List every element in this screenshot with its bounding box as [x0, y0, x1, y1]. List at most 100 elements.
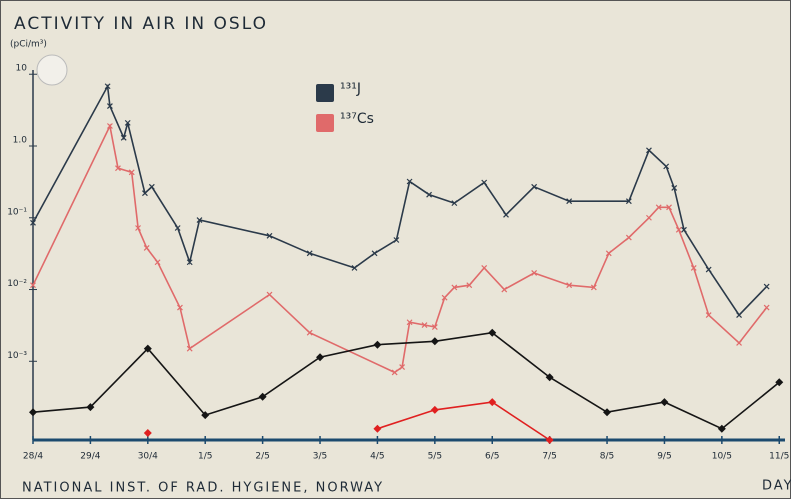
- point: [481, 179, 488, 186]
- point: [186, 345, 193, 352]
- point: [663, 163, 670, 170]
- point: [142, 190, 148, 197]
- footer: NATIONAL INST. OF RAD. HYGIENE, NORWAY: [22, 481, 384, 496]
- point: [603, 408, 612, 417]
- x-tick-label: 6/5: [485, 452, 499, 462]
- point: [466, 282, 473, 289]
- x-tick-label: 11/5: [769, 452, 789, 462]
- y-tick-label: 10: [16, 64, 28, 74]
- point: [625, 198, 632, 205]
- point: [646, 214, 652, 221]
- point: [625, 234, 632, 241]
- point: [124, 119, 131, 126]
- point: [545, 436, 554, 444]
- x-tick-label: 10/5: [712, 452, 732, 462]
- point: [154, 259, 161, 266]
- point: [736, 340, 743, 346]
- point: [660, 398, 669, 407]
- point: [431, 324, 438, 330]
- y-axis-label: (pCi/m³): [10, 40, 47, 50]
- point: [705, 266, 712, 273]
- point: [406, 178, 413, 185]
- point: [128, 169, 135, 176]
- y-tick-label: 10⁻³: [7, 351, 27, 361]
- point: [106, 123, 113, 129]
- point: [421, 322, 428, 328]
- point: [675, 226, 682, 233]
- point: [373, 424, 382, 433]
- point: [306, 250, 313, 257]
- point: [115, 165, 121, 172]
- chart-title: ACTIVITY IN AIR IN OSLO: [14, 14, 268, 34]
- legend-swatch: [316, 84, 334, 102]
- point: [488, 398, 497, 407]
- point: [86, 403, 95, 412]
- point: [351, 264, 358, 271]
- point: [531, 270, 538, 276]
- point: [391, 369, 398, 376]
- point: [605, 250, 612, 257]
- point: [481, 264, 488, 271]
- series-line: [32, 331, 780, 430]
- point: [566, 282, 573, 289]
- point: [174, 225, 181, 231]
- series-line: [377, 401, 551, 441]
- point: [135, 225, 141, 231]
- point: [501, 286, 508, 293]
- point: [196, 217, 203, 223]
- point: [451, 200, 458, 207]
- point: [545, 373, 554, 382]
- point: [143, 244, 150, 251]
- point: [371, 250, 378, 257]
- point: [29, 408, 37, 417]
- point: [430, 337, 439, 346]
- point: [120, 134, 127, 141]
- x-tick-label: 7/5: [542, 452, 556, 462]
- point: [106, 103, 113, 110]
- point: [566, 198, 573, 205]
- series-line: [32, 83, 768, 317]
- point: [488, 328, 497, 337]
- x-tick-label: 3/5: [313, 452, 327, 462]
- x-tick-label: 4/5: [370, 452, 384, 462]
- point: [666, 204, 672, 211]
- x-tick-label: 1/5: [198, 452, 212, 462]
- point: [451, 284, 458, 291]
- point: [717, 424, 726, 433]
- point: [177, 304, 183, 311]
- point: [30, 282, 36, 289]
- point: [590, 284, 597, 291]
- point: [104, 83, 111, 90]
- point: [143, 344, 152, 353]
- legend-label: ¹³⁷Cs: [340, 111, 374, 127]
- point: [681, 226, 687, 233]
- point: [266, 232, 273, 239]
- point: [690, 264, 697, 271]
- point: [441, 294, 448, 301]
- point: [201, 411, 210, 420]
- point: [763, 304, 770, 311]
- point: [316, 353, 325, 362]
- point: [736, 312, 743, 319]
- point: [406, 319, 413, 326]
- point: [763, 283, 770, 290]
- point: [430, 405, 439, 414]
- point: [143, 429, 152, 438]
- legend-swatch: [316, 114, 334, 132]
- point: [186, 259, 193, 266]
- point: [646, 147, 652, 154]
- y-tick-label: 1.0: [13, 136, 28, 146]
- point: [531, 183, 538, 190]
- point: [148, 183, 155, 190]
- x-tick-label: 8/5: [600, 452, 614, 462]
- point: [266, 291, 273, 298]
- point: [399, 364, 406, 371]
- y-tick-label: 10⁻¹: [7, 207, 27, 217]
- pin-hole: [36, 54, 68, 86]
- point: [503, 211, 509, 218]
- point: [393, 237, 400, 243]
- point: [671, 185, 678, 191]
- x-axis-label: DAY: [762, 479, 791, 494]
